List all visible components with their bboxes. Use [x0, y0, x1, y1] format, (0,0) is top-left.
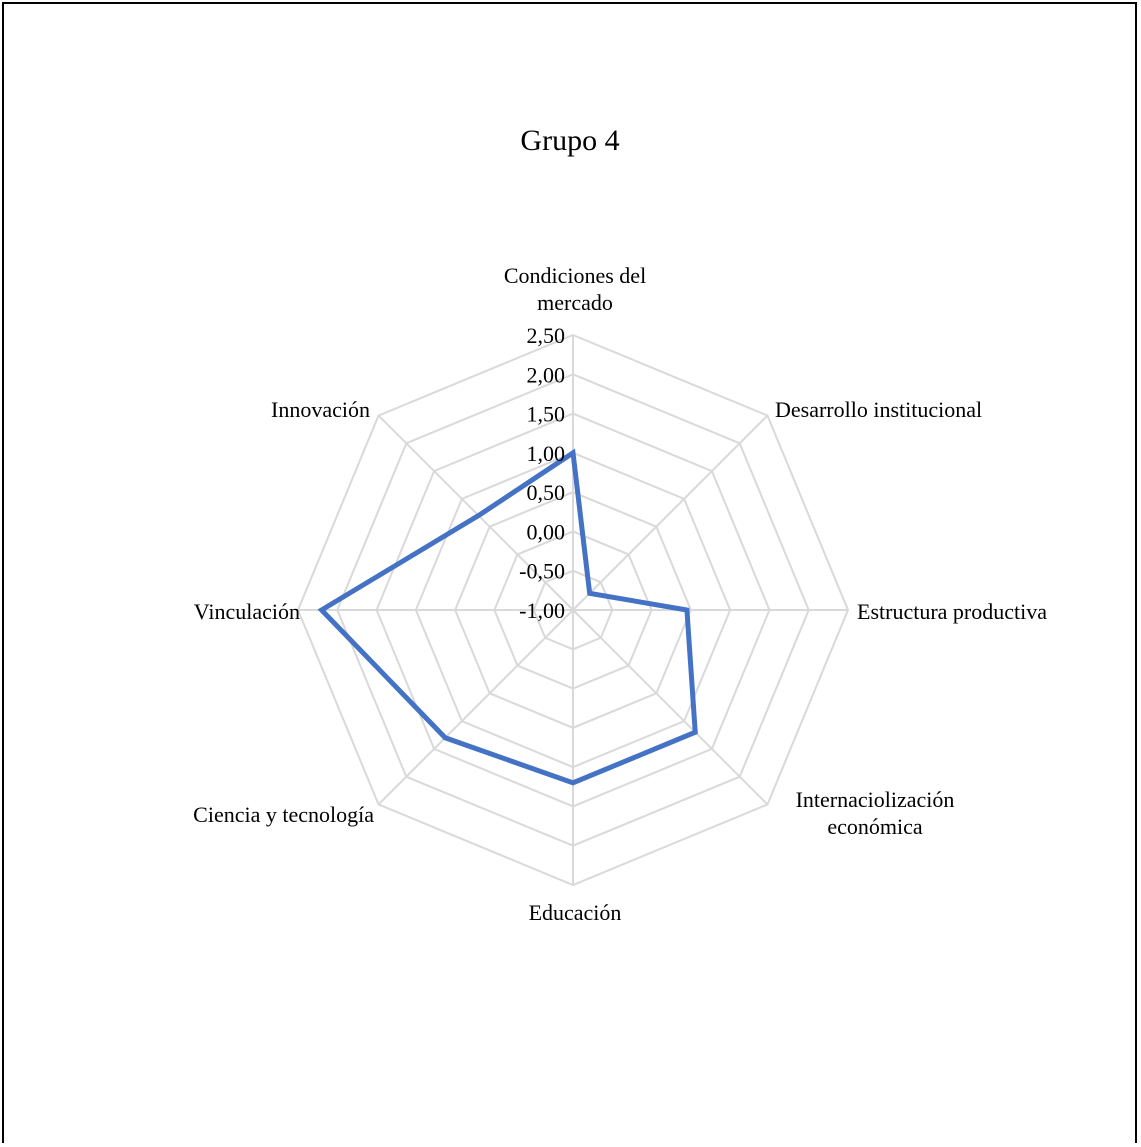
series-line [317, 448, 698, 786]
category-label-line: Educación [529, 900, 622, 925]
data-point [589, 592, 591, 594]
category-label-line: Internaciolización [796, 787, 955, 812]
grid-spoke [377, 609, 574, 806]
tick-label: 1,50 [527, 402, 566, 427]
category-label: Vinculación [194, 599, 300, 624]
category-label: Desarrollo institucional [775, 397, 982, 422]
tick-label: -0,50 [519, 559, 565, 584]
grid [296, 333, 850, 887]
data-point [572, 782, 574, 784]
data-point [686, 609, 688, 611]
data-point [478, 515, 480, 517]
tick-label: 0,00 [527, 519, 566, 544]
category-label: Innovación [271, 397, 370, 422]
chart-title: Grupo 4 [520, 124, 619, 157]
category-label: Estructura productiva [857, 599, 1047, 624]
tick-label: 2,00 [527, 362, 566, 387]
category-label-line: Innovación [271, 397, 370, 422]
category-label-line: Vinculación [194, 599, 300, 624]
category-label: Educación [529, 900, 622, 925]
data-point [321, 609, 323, 611]
grid-spoke [572, 414, 769, 611]
category-label: Condiciones del mercado [504, 263, 646, 315]
tick-label: -1,00 [519, 598, 565, 623]
tick-label: 1,00 [527, 441, 566, 466]
tick-label: 0,50 [527, 480, 566, 505]
category-label-line: mercado [537, 290, 613, 315]
category-label: Internaciolización económica [796, 787, 955, 839]
tick-labels: 2,50 2,00 1,50 1,00 0,50 0,00 -0,50 -1,00 [519, 323, 565, 623]
axis-labels: Condiciones del mercado Desarrollo institu… [193, 263, 1047, 925]
series-layer [317, 448, 698, 786]
data-point [444, 737, 446, 739]
category-label-line: Condiciones del [504, 263, 646, 288]
category-label-line: económica [827, 814, 923, 839]
category-label-line: Desarrollo institucional [775, 397, 982, 422]
data-point [572, 452, 574, 454]
category-label: Ciencia y tecnología [193, 802, 374, 827]
category-label-line: Ciencia y tecnología [193, 802, 374, 827]
tick-label: 2,50 [527, 323, 566, 348]
data-point [694, 731, 696, 733]
category-label-line: Estructura productiva [857, 599, 1047, 624]
grid-spoke [377, 414, 574, 611]
grid-spoke [572, 609, 769, 806]
